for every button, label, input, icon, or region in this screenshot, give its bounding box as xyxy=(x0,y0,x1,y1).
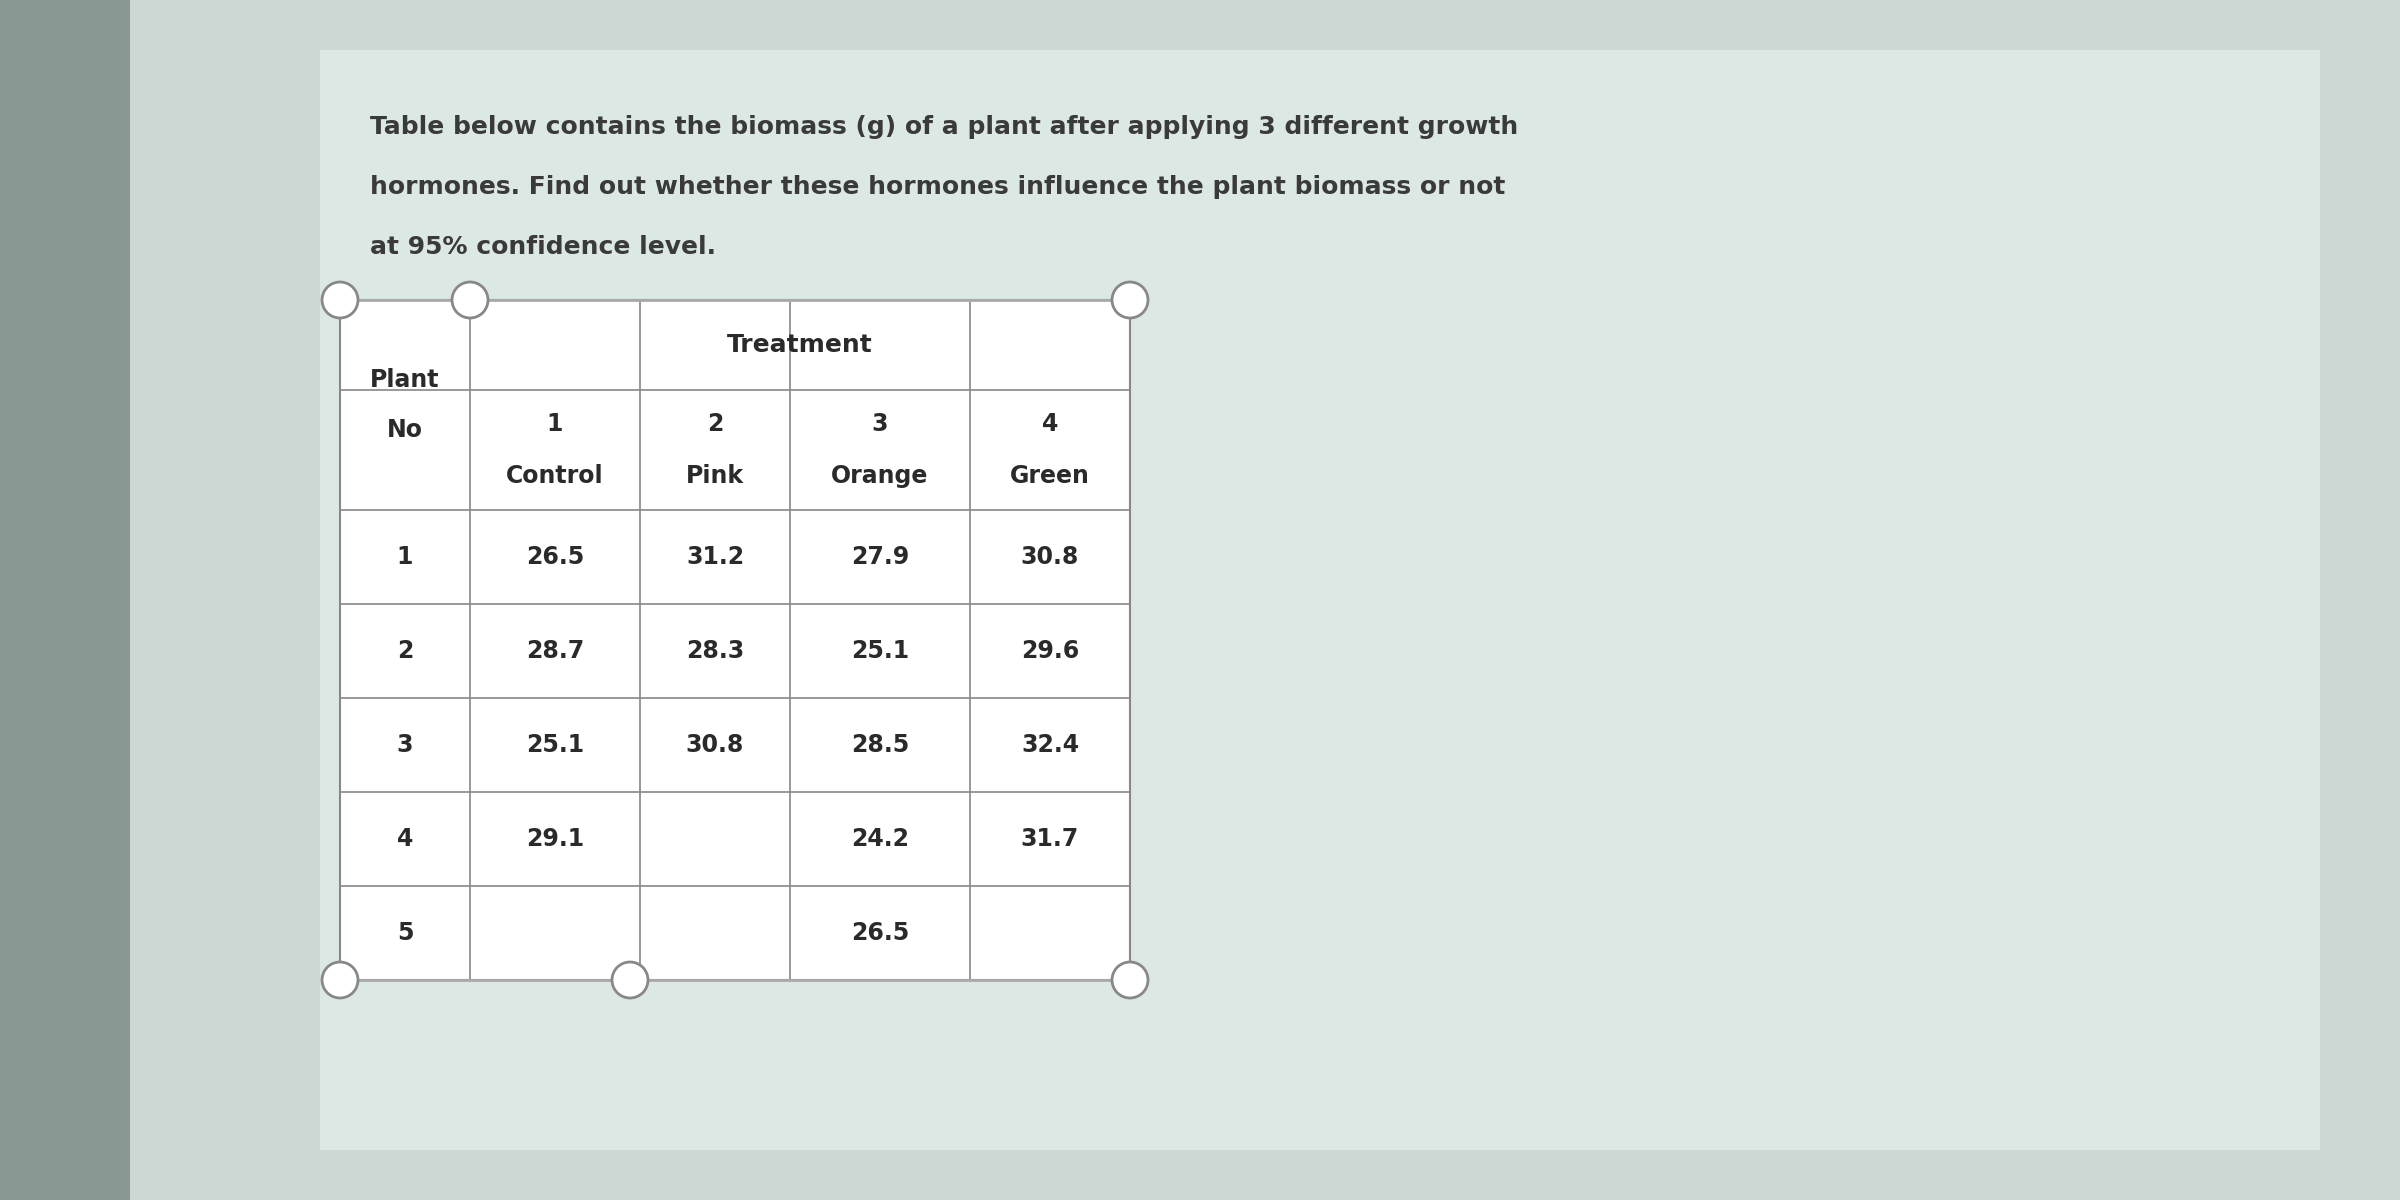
Text: 29.6: 29.6 xyxy=(1020,638,1080,662)
Circle shape xyxy=(1111,962,1147,998)
Text: 5: 5 xyxy=(396,922,413,946)
Text: 3: 3 xyxy=(396,733,413,757)
Text: 1: 1 xyxy=(547,412,564,436)
Text: 24.2: 24.2 xyxy=(852,827,910,851)
Text: Treatment: Treatment xyxy=(727,332,874,358)
Bar xyxy=(0,0,130,1200)
Text: 31.2: 31.2 xyxy=(686,545,744,569)
Text: 28.3: 28.3 xyxy=(686,638,744,662)
Circle shape xyxy=(451,282,487,318)
Text: 4: 4 xyxy=(1042,412,1058,436)
Bar xyxy=(319,50,2321,1150)
Text: 2: 2 xyxy=(396,638,413,662)
Text: 31.7: 31.7 xyxy=(1020,827,1080,851)
Text: No: No xyxy=(386,418,422,442)
Text: at 95% confidence level.: at 95% confidence level. xyxy=(370,235,715,259)
Text: 30.8: 30.8 xyxy=(686,733,744,757)
Text: 26.5: 26.5 xyxy=(526,545,583,569)
Bar xyxy=(341,300,1130,980)
Circle shape xyxy=(322,282,358,318)
Text: 28.5: 28.5 xyxy=(852,733,910,757)
Text: 25.1: 25.1 xyxy=(852,638,910,662)
Circle shape xyxy=(1111,282,1147,318)
Text: hormones. Find out whether these hormones influence the plant biomass or not: hormones. Find out whether these hormone… xyxy=(370,175,1505,199)
Text: 27.9: 27.9 xyxy=(852,545,910,569)
Text: 1: 1 xyxy=(396,545,413,569)
Text: 3: 3 xyxy=(871,412,888,436)
Text: 2: 2 xyxy=(708,412,722,436)
Circle shape xyxy=(322,962,358,998)
Text: Control: Control xyxy=(506,464,605,488)
Text: 26.5: 26.5 xyxy=(852,922,910,946)
Text: Pink: Pink xyxy=(686,464,744,488)
Text: Table below contains the biomass (g) of a plant after applying 3 different growt: Table below contains the biomass (g) of … xyxy=(370,115,1519,139)
Text: Orange: Orange xyxy=(830,464,929,488)
Text: 32.4: 32.4 xyxy=(1020,733,1080,757)
Text: Green: Green xyxy=(1010,464,1090,488)
Text: Plant: Plant xyxy=(370,368,439,392)
Text: 30.8: 30.8 xyxy=(1020,545,1080,569)
Text: 25.1: 25.1 xyxy=(526,733,583,757)
Text: 28.7: 28.7 xyxy=(526,638,583,662)
Text: 4: 4 xyxy=(396,827,413,851)
Text: 29.1: 29.1 xyxy=(526,827,583,851)
Circle shape xyxy=(612,962,648,998)
